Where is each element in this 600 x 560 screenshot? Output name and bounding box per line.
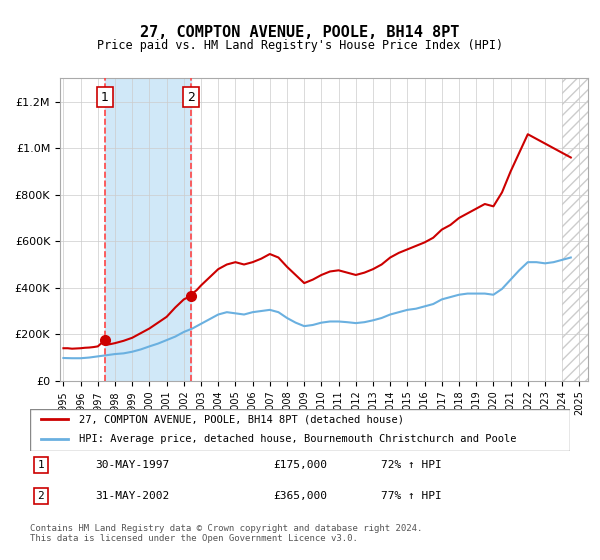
Text: £365,000: £365,000 xyxy=(273,491,327,501)
Text: 1: 1 xyxy=(101,91,109,104)
Bar xyxy=(105,78,191,381)
Text: 2: 2 xyxy=(187,91,195,104)
Bar xyxy=(562,78,588,381)
Text: 1: 1 xyxy=(37,460,44,470)
Text: £175,000: £175,000 xyxy=(273,460,327,470)
Bar xyxy=(562,78,588,381)
Text: 72% ↑ HPI: 72% ↑ HPI xyxy=(381,460,442,470)
Text: 30-MAY-1997: 30-MAY-1997 xyxy=(95,460,169,470)
Text: 27, COMPTON AVENUE, POOLE, BH14 8PT (detached house): 27, COMPTON AVENUE, POOLE, BH14 8PT (det… xyxy=(79,414,404,424)
Text: Contains HM Land Registry data © Crown copyright and database right 2024.
This d: Contains HM Land Registry data © Crown c… xyxy=(30,524,422,543)
Text: 77% ↑ HPI: 77% ↑ HPI xyxy=(381,491,442,501)
Text: Price paid vs. HM Land Registry's House Price Index (HPI): Price paid vs. HM Land Registry's House … xyxy=(97,39,503,52)
Text: HPI: Average price, detached house, Bournemouth Christchurch and Poole: HPI: Average price, detached house, Bour… xyxy=(79,434,516,444)
Text: 31-MAY-2002: 31-MAY-2002 xyxy=(95,491,169,501)
FancyBboxPatch shape xyxy=(30,409,570,451)
Text: 27, COMPTON AVENUE, POOLE, BH14 8PT: 27, COMPTON AVENUE, POOLE, BH14 8PT xyxy=(140,25,460,40)
Text: 2: 2 xyxy=(37,491,44,501)
